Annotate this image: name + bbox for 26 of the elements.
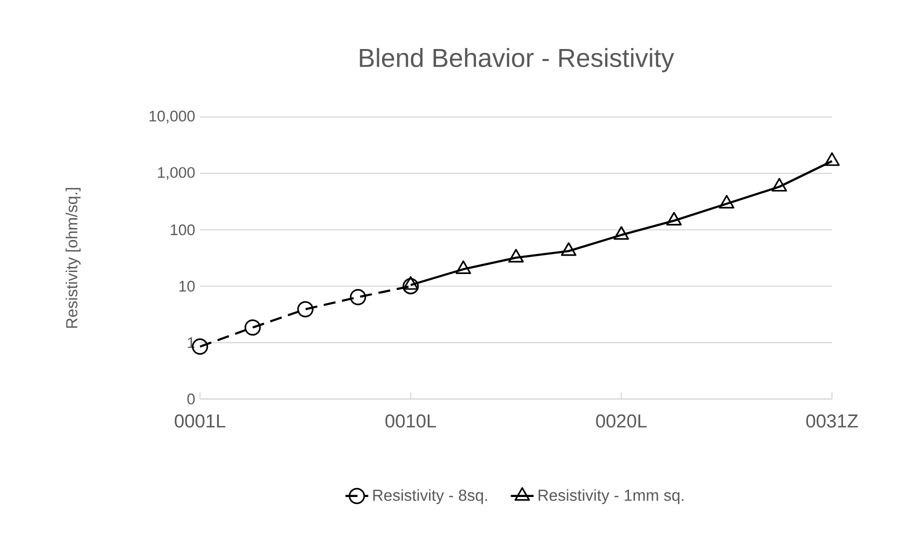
x-tick-label: 0031Z: [806, 414, 858, 428]
y-tick-label: 100: [170, 224, 195, 236]
point: [350, 288, 366, 306]
point: [824, 152, 840, 166]
point: [456, 260, 472, 274]
y-tick-label: 10: [179, 280, 195, 292]
point: [718, 194, 734, 209]
point: [560, 242, 576, 256]
x-tick-label: 0020L: [596, 414, 647, 428]
point: [772, 178, 788, 192]
legend-label: Resistivity - 8sq.: [373, 489, 487, 504]
point: [244, 319, 261, 336]
chart-title: Blend Behavior - Resistivity: [360, 48, 674, 72]
legend-label: Resistivity - 1mm sq.: [538, 489, 684, 504]
point: [614, 226, 630, 240]
point: [297, 301, 314, 318]
point: [508, 248, 524, 263]
y-tick-label: 1,000: [158, 167, 195, 180]
x-tick-label: 0001L: [174, 414, 226, 428]
y-tick-label: 10,000: [150, 110, 195, 124]
point: [666, 212, 682, 226]
y-axis-title: Resistivity [ohm/sq.]: [66, 188, 81, 328]
x-tick-label: 0010L: [385, 414, 436, 428]
y-tick-label: 0: [187, 394, 195, 404]
point: [402, 276, 418, 290]
point: [402, 278, 419, 294]
